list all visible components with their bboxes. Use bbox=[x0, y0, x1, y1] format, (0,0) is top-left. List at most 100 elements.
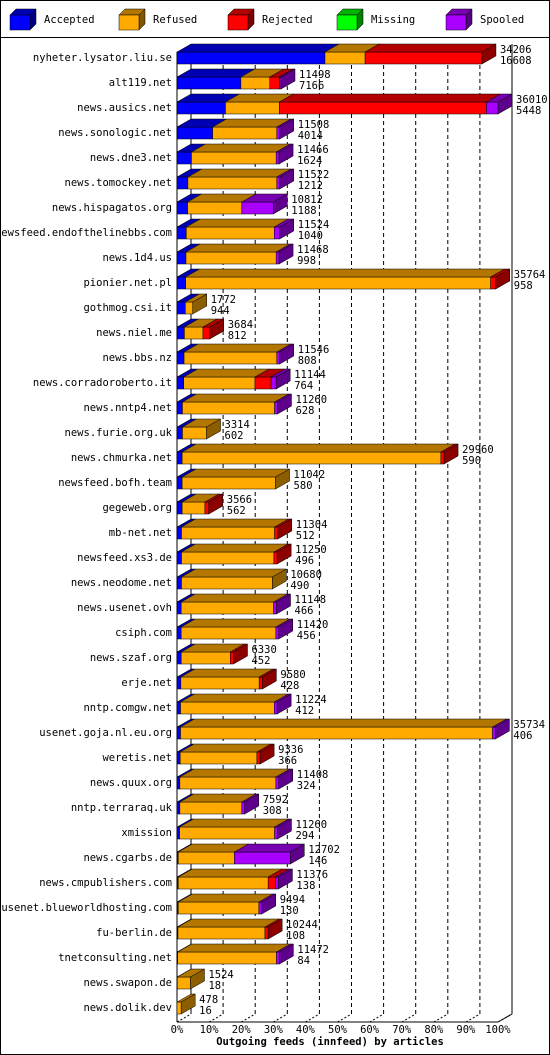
bar-front bbox=[256, 751, 261, 765]
bar-side bbox=[278, 768, 294, 790]
bar-side bbox=[272, 568, 287, 590]
bar-front bbox=[279, 101, 487, 115]
bar-front bbox=[270, 376, 277, 390]
bar-front bbox=[275, 151, 280, 165]
total-label: 6330 bbox=[251, 644, 276, 656]
category-label: news.swapon.de bbox=[83, 977, 172, 989]
bar-top bbox=[177, 918, 280, 928]
accepted-label: 490 bbox=[290, 580, 309, 592]
bar-front bbox=[176, 526, 182, 540]
total-label: 11042 bbox=[294, 469, 326, 481]
legend-label: Spooled bbox=[480, 14, 524, 26]
bar-side bbox=[495, 718, 510, 740]
accepted-label: 84 bbox=[297, 955, 310, 967]
bar-segment bbox=[177, 893, 274, 915]
tick-mark bbox=[497, 1013, 513, 1023]
bar-segment bbox=[186, 168, 292, 190]
legend-item: Rejected bbox=[227, 8, 313, 31]
bar-segment bbox=[176, 518, 197, 540]
bar-segment bbox=[211, 118, 292, 140]
bar-side bbox=[497, 93, 513, 115]
accepted-label: 958 bbox=[514, 280, 533, 292]
accepted-label: 366 bbox=[278, 755, 297, 767]
bar-top bbox=[181, 393, 290, 403]
bar-front bbox=[178, 851, 235, 865]
total-label: 35734 bbox=[513, 719, 545, 731]
bar-front bbox=[176, 726, 181, 740]
accepted-label: 764 bbox=[294, 380, 313, 392]
bar-side bbox=[280, 68, 296, 90]
category-label: news.tomockey.net bbox=[65, 177, 172, 189]
bar-side bbox=[290, 843, 305, 865]
total-label: 11304 bbox=[296, 519, 328, 531]
accepted-label: 1624 bbox=[297, 155, 322, 167]
category-label: news.dne3.net bbox=[90, 152, 172, 164]
bar-top bbox=[179, 743, 272, 753]
total-label: 9580 bbox=[280, 669, 305, 681]
bar-front bbox=[176, 376, 184, 390]
bar-front bbox=[212, 126, 278, 140]
bar-side bbox=[481, 43, 497, 65]
accepted-label: 808 bbox=[298, 355, 317, 367]
category-label: xmission bbox=[121, 827, 172, 839]
bar-side bbox=[206, 418, 221, 440]
bar-top bbox=[179, 668, 275, 678]
bar-segment bbox=[181, 418, 222, 440]
bar-segment bbox=[180, 543, 289, 565]
accepted-label: 562 bbox=[227, 505, 246, 517]
bar-front bbox=[180, 676, 260, 690]
bar-front bbox=[179, 751, 258, 765]
tick-mark bbox=[401, 1013, 416, 1023]
bar-front bbox=[185, 276, 491, 290]
accepted-label: 628 bbox=[295, 405, 314, 417]
category-label: pionier.net.pl bbox=[83, 277, 172, 289]
tick-mark bbox=[369, 1013, 384, 1023]
category-label: newsfeed.endofthelinebbs.com bbox=[0, 227, 172, 239]
bar-front bbox=[274, 226, 280, 240]
bar-segment bbox=[239, 68, 285, 90]
bar-front bbox=[176, 276, 186, 290]
accepted-label: 456 bbox=[297, 630, 316, 642]
bar-top bbox=[176, 43, 340, 53]
bar-front bbox=[186, 226, 275, 240]
bar-segment bbox=[176, 268, 201, 290]
legend-label: Rejected bbox=[262, 14, 313, 26]
bar-segment bbox=[177, 918, 280, 940]
total-label: 3684 bbox=[228, 319, 253, 331]
legend-swatch bbox=[227, 14, 249, 31]
total-label: 10812 bbox=[291, 194, 323, 206]
bar-front bbox=[179, 826, 275, 840]
bar-front bbox=[176, 401, 183, 415]
bar-segment bbox=[179, 718, 508, 740]
accepted-label: 412 bbox=[295, 705, 314, 717]
x-tick-label: 50% bbox=[328, 1024, 348, 1036]
bar-side bbox=[233, 643, 248, 665]
bar-top bbox=[185, 243, 292, 253]
bar-front bbox=[176, 126, 213, 140]
bar-top bbox=[186, 168, 292, 178]
bar-front bbox=[276, 951, 280, 965]
legend-item: Refused bbox=[118, 8, 197, 31]
bar-front bbox=[181, 551, 275, 565]
bar-front bbox=[177, 951, 277, 965]
bar-side bbox=[277, 818, 292, 840]
bar-top bbox=[182, 368, 270, 378]
bar-segment bbox=[278, 93, 502, 115]
category-label: news.furie.org.uk bbox=[65, 427, 173, 439]
bar-front bbox=[274, 526, 279, 540]
bar-front bbox=[176, 776, 181, 790]
category-label: news.szaf.org bbox=[90, 652, 172, 664]
tick-mark bbox=[305, 1013, 320, 1023]
bar-front bbox=[176, 226, 187, 240]
category-label: news.cgarbs.de bbox=[83, 852, 172, 864]
legend-label: Missing bbox=[371, 14, 415, 26]
total-label: 478 bbox=[199, 994, 218, 1006]
bar-segment bbox=[181, 443, 456, 465]
bar-front bbox=[276, 126, 280, 140]
accepted-label: 294 bbox=[295, 830, 314, 842]
category-label: news.sonologic.net bbox=[58, 127, 172, 139]
category-label: news.quux.org bbox=[90, 777, 172, 789]
bar-side bbox=[275, 468, 290, 490]
bar-front bbox=[176, 476, 183, 490]
